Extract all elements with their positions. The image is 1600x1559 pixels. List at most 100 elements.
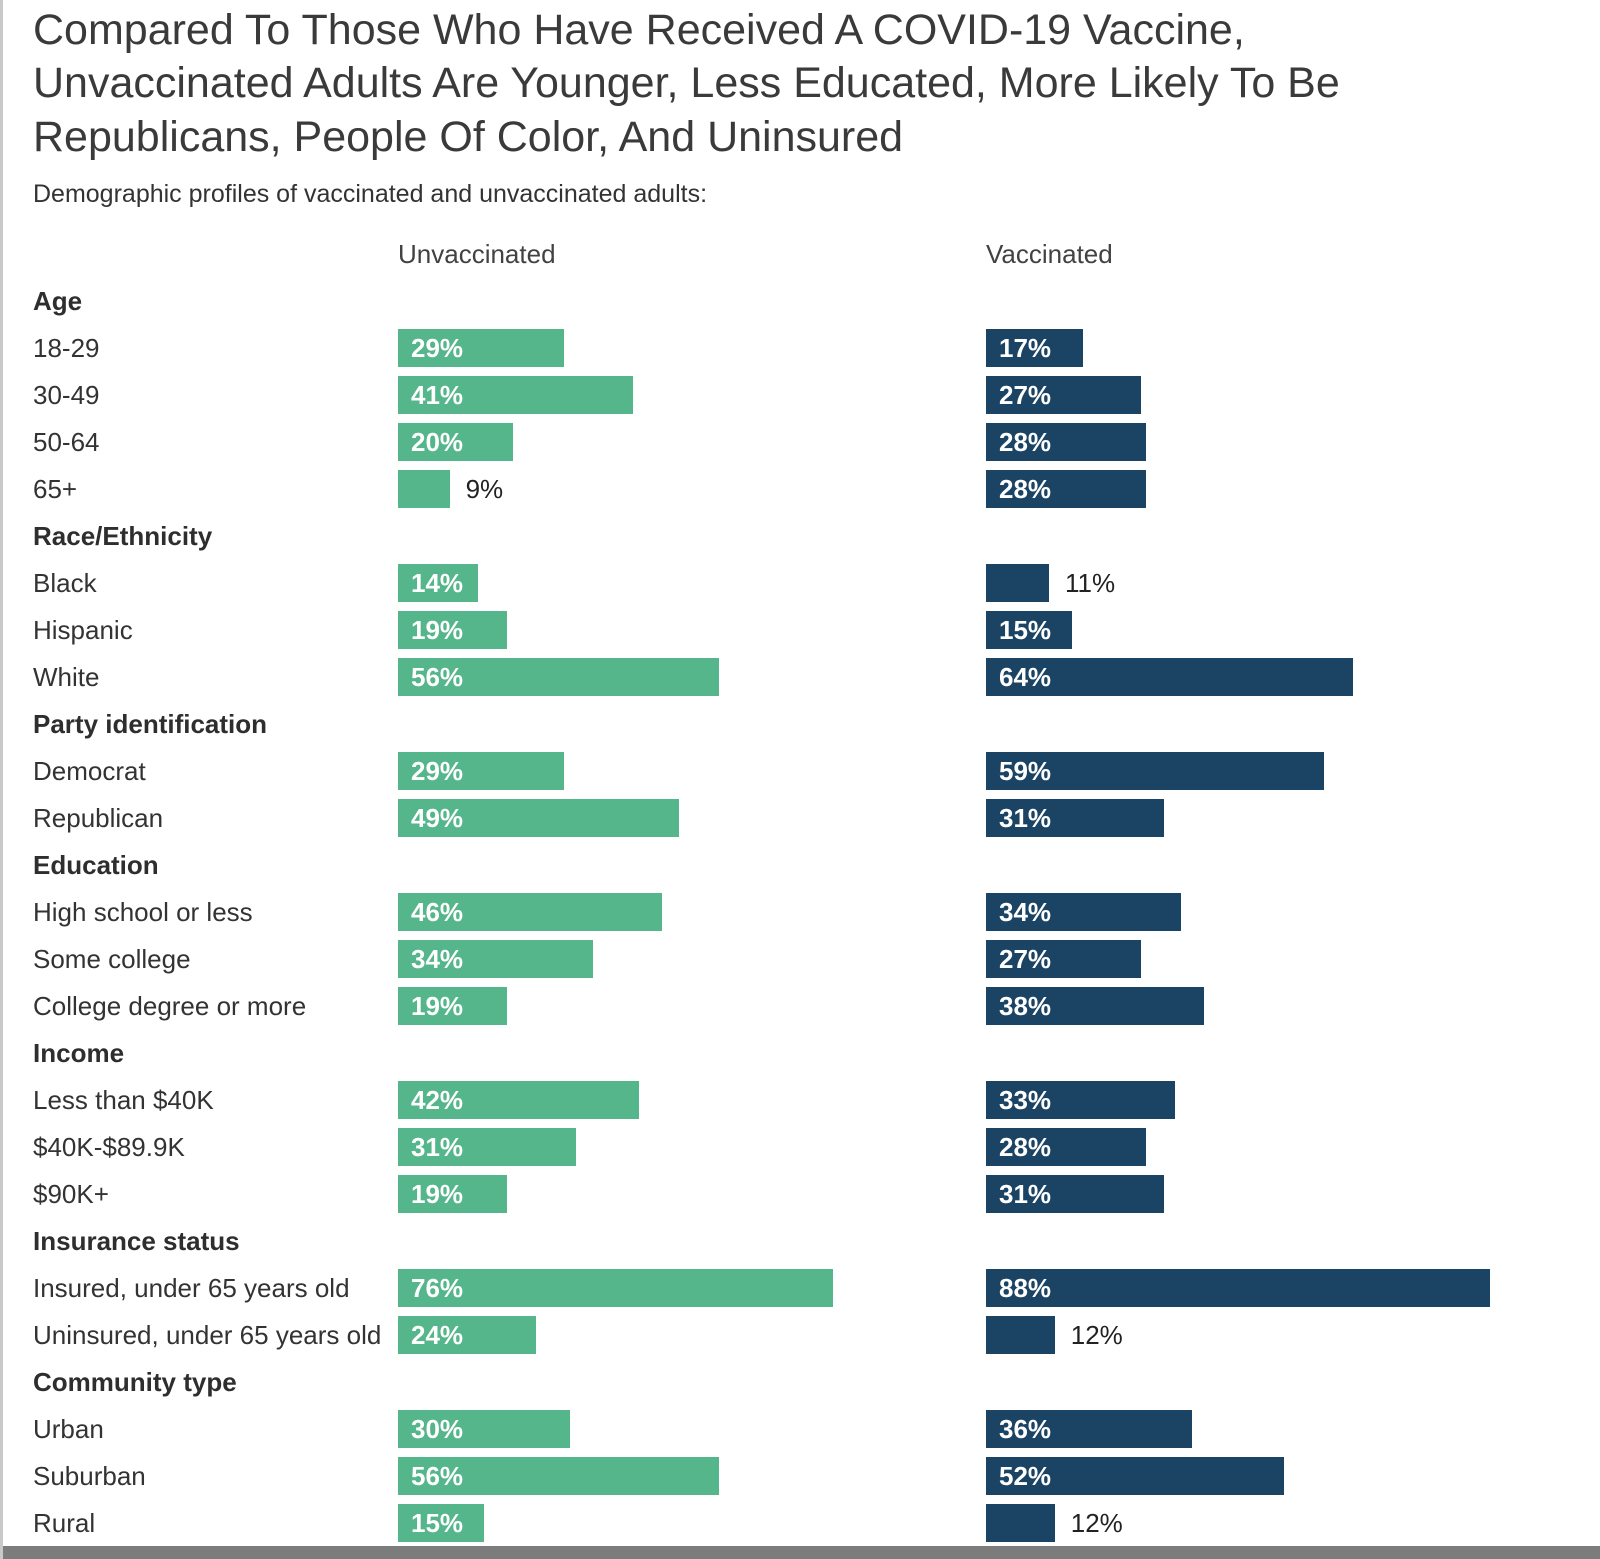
chart-subtitle: Demographic profiles of vaccinated and u… [33,179,708,208]
bar-value-label: 19% [411,614,464,645]
vaccinated-bar: 34% [986,893,1181,932]
table-row: 50-64 20% 28% [33,419,1600,466]
unvaccinated-bar: 49% [398,799,679,838]
vaccinated-bar: 31% [986,1175,1164,1214]
section-header-label: Community type [33,1366,237,1397]
vaccinated-bar: 36% [986,1410,1193,1449]
vaccinated-bar: 88% [986,1269,1491,1308]
unvaccinated-bar-track: 29% [398,748,986,795]
empty-track [398,278,986,325]
unvaccinated-bar-track: 56% [398,1453,986,1500]
row-label: High school or less [33,896,253,927]
bar-value-label: 17% [999,332,1052,363]
horizontal-scrollbar[interactable] [3,1546,1600,1559]
row-label: $90K+ [33,1178,109,1209]
bar-value-label: 20% [411,426,464,457]
unvaccinated-bar: 31% [398,1128,576,1167]
unvaccinated-bar-track: 31% [398,1124,986,1171]
row-label: Some college [33,943,191,974]
section-header-label: Age [33,285,83,316]
vaccinated-bar [986,1316,1055,1355]
unvaccinated-bar-track: 34% [398,936,986,983]
vaccinated-bar [986,564,1050,603]
unvaccinated-bar: 19% [398,611,507,650]
unvaccinated-bar-track: 49% [398,795,986,842]
unvaccinated-bar-track: 41% [398,372,986,419]
section-header-label: Education [33,849,159,880]
bar-value-label: 19% [411,990,464,1021]
unvaccinated-bar: 29% [398,329,565,368]
vaccinated-bar-track: 36% [986,1406,1600,1453]
vaccinated-bar: 64% [986,658,1353,697]
bar-value-label: 28% [999,426,1052,457]
bar-value-label: 28% [999,473,1052,504]
table-row: Less than $40K 42% 33% [33,1077,1600,1124]
table-row: Some college 34% 27% [33,936,1600,983]
unvaccinated-bar: 20% [398,423,513,462]
empty-track [398,1218,986,1265]
vaccinated-bar: 17% [986,329,1084,368]
section-header-row: Party identification [33,701,1600,748]
bar-value-label: 33% [999,1084,1052,1115]
row-label: Less than $40K [33,1084,214,1115]
bar-value-label: 31% [999,1178,1052,1209]
empty-track [986,701,1600,748]
vaccinated-bar-track: 15% [986,607,1600,654]
table-row: Insured, under 65 years old 76% 88% [33,1265,1600,1312]
empty-track [398,842,986,889]
bar-value-label: 38% [999,990,1052,1021]
demographics-bar-chart: Unvaccinated Vaccinated Age 18-29 29% 17% 30… [33,231,1600,1547]
section-header-row: Race/Ethnicity [33,513,1600,560]
chart-title: Compared To Those Who Have Received A CO… [33,6,1340,161]
vaccinated-bar: 31% [986,799,1164,838]
section-header-row: Education [33,842,1600,889]
vaccinated-bar-track: 27% [986,936,1600,983]
bar-value-label: 29% [411,755,464,786]
vaccinated-bar-track: 12% [986,1500,1600,1547]
section-header-row: Insurance status [33,1218,1600,1265]
row-label: Hispanic [33,614,133,645]
bar-value-label: 9% [465,473,504,504]
column-header-row: Unvaccinated Vaccinated [33,231,1600,278]
bar-value-label: 12% [1070,1319,1123,1350]
unvaccinated-bar: 30% [398,1410,570,1449]
unvaccinated-bar: 34% [398,940,593,979]
vaccinated-bar: 15% [986,611,1072,650]
section-header-row: Income [33,1030,1600,1077]
bar-value-label: 19% [411,1178,464,1209]
unvaccinated-bar: 15% [398,1504,484,1543]
unvaccinated-bar-track: 29% [398,325,986,372]
vaccinated-header-cell: Vaccinated [986,231,1600,278]
unvaccinated-bar-track: 19% [398,607,986,654]
row-label: Black [33,567,97,598]
bar-value-label: 29% [411,332,464,363]
vaccinated-bar-track: 28% [986,466,1600,513]
row-label: Insured, under 65 years old [33,1272,350,1303]
empty-track [986,1030,1600,1077]
table-row: 30-49 41% 27% [33,372,1600,419]
table-row: Black 14% 11% [33,560,1600,607]
empty-track [986,1359,1600,1406]
empty-track [986,842,1600,889]
bar-value-label: 76% [411,1272,464,1303]
row-label: Republican [33,802,164,833]
column-header-vaccinated: Vaccinated [986,238,1113,269]
bar-value-label: 30% [411,1413,464,1444]
empty-track [986,278,1600,325]
section-header-label: Party identification [33,708,268,739]
vaccinated-bar-track: 64% [986,654,1600,701]
row-label: 18-29 [33,332,100,363]
vaccinated-bar-track: 28% [986,1124,1600,1171]
bar-value-label: 28% [999,1131,1052,1162]
section-header-label: Race/Ethnicity [33,520,213,551]
table-row: Urban 30% 36% [33,1406,1600,1453]
empty-track [398,701,986,748]
bar-value-label: 24% [411,1319,464,1350]
bar-value-label: 11% [1065,567,1116,598]
vaccinated-bar: 28% [986,423,1147,462]
row-label: Suburban [33,1460,146,1491]
vaccinated-bar: 38% [986,987,1204,1026]
vaccinated-bar-track: 59% [986,748,1600,795]
empty-track [398,513,986,560]
unvaccinated-bar-track: 9% [398,466,986,513]
